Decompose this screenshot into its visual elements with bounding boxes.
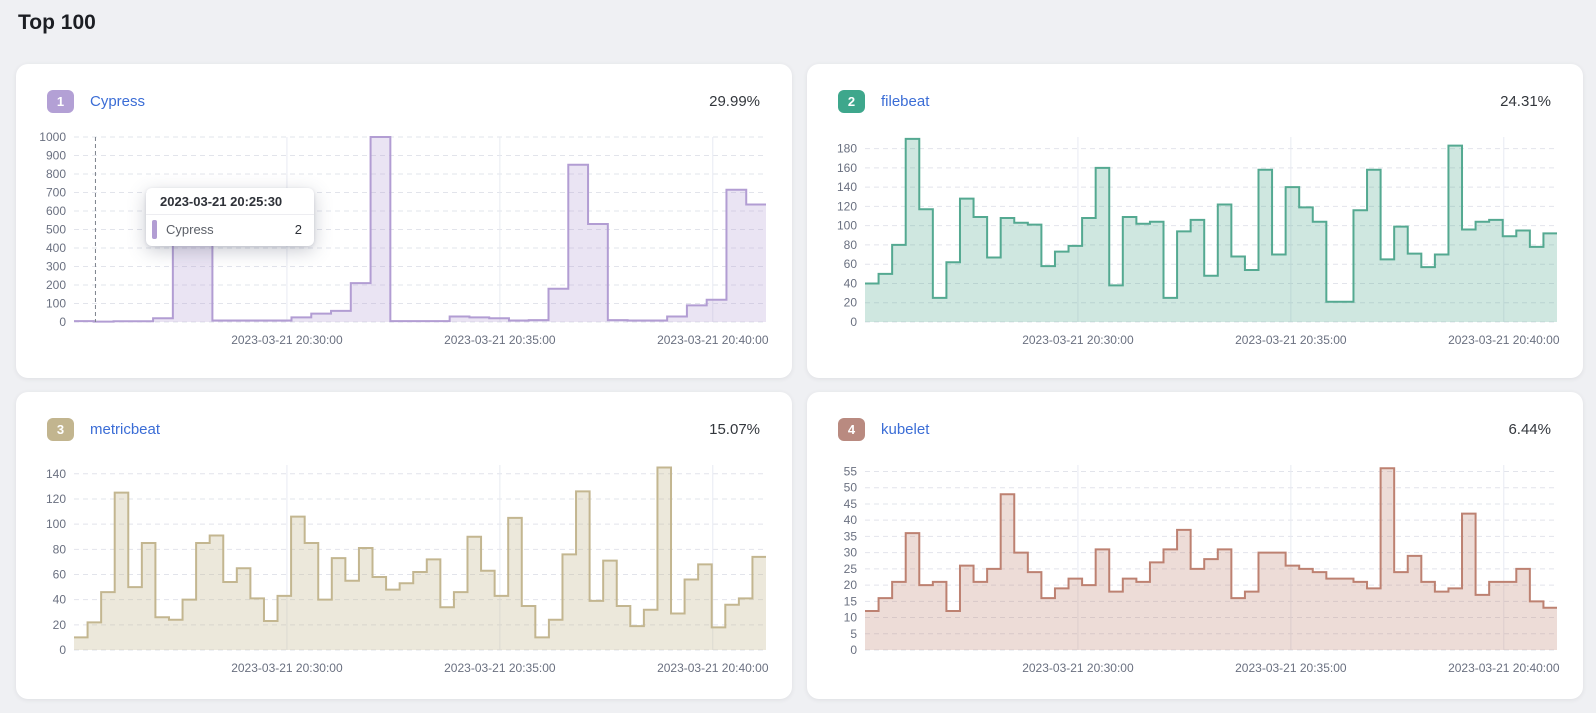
y-axis-tick-label: 50 bbox=[844, 481, 858, 495]
y-axis-tick-label: 40 bbox=[844, 276, 858, 290]
chart-area-fill bbox=[865, 138, 1557, 322]
y-axis-tick-label: 40 bbox=[844, 513, 858, 527]
chart-panel-filebeat: 2 filebeat 24.31% 0 20 40 60 80 100 120 140 160 1… bbox=[807, 64, 1583, 378]
x-axis-tick-label: 2023-03-21 20:30:00 bbox=[1022, 333, 1134, 347]
rank-badge: 2 bbox=[838, 90, 865, 113]
y-axis-tick-label: 200 bbox=[46, 278, 66, 292]
tooltip-timestamp: 2023-03-21 20:25:30 bbox=[146, 188, 314, 215]
y-axis-tick-label: 35 bbox=[844, 529, 858, 543]
series-link-filebeat[interactable]: filebeat bbox=[881, 93, 930, 110]
y-axis-tick-label: 100 bbox=[46, 517, 66, 531]
y-axis-tick-label: 20 bbox=[844, 578, 858, 592]
y-axis-tick-label: 0 bbox=[59, 643, 66, 657]
percent-value: 24.31% bbox=[1500, 93, 1551, 110]
y-axis-tick-label: 120 bbox=[837, 199, 857, 213]
rank-badge: 4 bbox=[838, 418, 865, 441]
y-axis-tick-label: 0 bbox=[850, 643, 857, 657]
step-area-chart-filebeat[interactable]: 0 20 40 60 80 100 120 140 160 180 2023-03-21 20:30… bbox=[819, 127, 1561, 350]
step-area-chart-metricbeat[interactable]: 0 20 40 60 80 100 120 140 2023-03-21 20:30:00 202… bbox=[28, 455, 770, 678]
chart-panel-metricbeat: 3 metricbeat 15.07% 0 20 40 60 80 100 120 140 20… bbox=[16, 392, 792, 699]
step-area-chart-kubelet[interactable]: 0 5 10 15 20 25 30 35 40 45 50 55 2023-03-21 20:30:0… bbox=[819, 455, 1561, 678]
x-axis-tick-label: 2023-03-21 20:30:00 bbox=[231, 661, 343, 675]
series-link-kubelet[interactable]: kubelet bbox=[881, 421, 930, 438]
chart-tooltip: 2023-03-21 20:25:30 Cypress 2 bbox=[146, 188, 314, 246]
panel-header: 1 Cypress 29.99% bbox=[47, 90, 760, 113]
rank-badge: 3 bbox=[47, 418, 74, 441]
y-axis-tick-label: 100 bbox=[46, 297, 66, 311]
y-axis-tick-label: 10 bbox=[844, 611, 858, 625]
y-axis-tick-label: 80 bbox=[53, 542, 67, 556]
tooltip-row: Cypress 2 bbox=[146, 215, 314, 246]
x-axis-tick-label: 2023-03-21 20:40:00 bbox=[1448, 333, 1560, 347]
tooltip-series-value: 2 bbox=[294, 222, 302, 237]
y-axis-tick-label: 800 bbox=[46, 167, 66, 181]
percent-value: 15.07% bbox=[709, 421, 760, 438]
y-axis-tick-label: 25 bbox=[844, 562, 858, 576]
y-axis-tick-label: 20 bbox=[53, 618, 67, 632]
y-axis-tick-label: 0 bbox=[850, 315, 857, 329]
tooltip-series-accent bbox=[152, 220, 157, 239]
y-axis-tick-label: 55 bbox=[844, 464, 858, 478]
y-axis-tick-label: 600 bbox=[46, 204, 66, 218]
y-axis-tick-label: 300 bbox=[46, 260, 66, 274]
y-axis-tick-label: 0 bbox=[59, 315, 66, 329]
x-axis-tick-label: 2023-03-21 20:35:00 bbox=[444, 333, 556, 347]
y-axis-tick-label: 45 bbox=[844, 497, 858, 511]
x-axis-tick-label: 2023-03-21 20:40:00 bbox=[1448, 661, 1560, 675]
y-axis-tick-label: 900 bbox=[46, 149, 66, 163]
x-axis-tick-label: 2023-03-21 20:35:00 bbox=[444, 661, 556, 675]
chart-area-fill bbox=[865, 468, 1557, 650]
panel-header: 3 metricbeat 15.07% bbox=[47, 418, 760, 441]
y-axis-tick-label: 30 bbox=[844, 546, 858, 560]
y-axis-tick-label: 1000 bbox=[39, 130, 66, 144]
y-axis-tick-label: 40 bbox=[53, 593, 67, 607]
y-axis-tick-label: 100 bbox=[837, 219, 857, 233]
y-axis-tick-label: 140 bbox=[46, 467, 66, 481]
x-axis-tick-label: 2023-03-21 20:40:00 bbox=[657, 333, 769, 347]
percent-value: 29.99% bbox=[709, 93, 760, 110]
step-area-chart-cypress[interactable]: 0 100 200 300 400 500 600 700 800 900 1000 2023-03-… bbox=[28, 127, 770, 350]
tooltip-series-label: Cypress bbox=[166, 222, 214, 237]
x-axis-tick-label: 2023-03-21 20:40:00 bbox=[657, 661, 769, 675]
series-link-metricbeat[interactable]: metricbeat bbox=[90, 421, 161, 438]
y-axis-tick-label: 140 bbox=[837, 180, 857, 194]
x-axis-tick-label: 2023-03-21 20:35:00 bbox=[1235, 661, 1347, 675]
y-axis-tick-label: 500 bbox=[46, 223, 66, 237]
series-link-cypress[interactable]: Cypress bbox=[90, 93, 146, 110]
y-axis-tick-label: 180 bbox=[837, 142, 857, 156]
panel-header: 4 kubelet 6.44% bbox=[838, 418, 1551, 441]
chart-step-line bbox=[865, 467, 1557, 613]
x-axis-tick-label: 2023-03-21 20:35:00 bbox=[1235, 333, 1347, 347]
percent-value: 6.44% bbox=[1508, 421, 1551, 438]
chart-panel-kubelet: 4 kubelet 6.44% 0 5 10 15 20 25 30 35 40 45 50 55 20… bbox=[807, 392, 1583, 699]
y-axis-tick-label: 5 bbox=[850, 627, 857, 641]
chart-panel-cypress: 1 Cypress 29.99% 0 100 200 300 400 500 600 700 8… bbox=[16, 64, 792, 378]
panel-header: 2 filebeat 24.31% bbox=[838, 90, 1551, 113]
chart-area-fill bbox=[74, 137, 766, 322]
panel-grid: 1 Cypress 29.99% 0 100 200 300 400 500 600 700 8… bbox=[16, 64, 1583, 699]
y-axis-tick-label: 80 bbox=[844, 238, 858, 252]
chart-area-fill bbox=[74, 467, 766, 650]
y-axis-tick-label: 60 bbox=[844, 257, 858, 271]
page-title: Top 100 bbox=[18, 11, 96, 34]
x-axis-tick-label: 2023-03-21 20:30:00 bbox=[1022, 661, 1134, 675]
y-axis-tick-label: 15 bbox=[844, 594, 858, 608]
chart-step-line bbox=[865, 137, 1557, 303]
y-axis-tick-label: 120 bbox=[46, 492, 66, 506]
y-axis-tick-label: 160 bbox=[837, 161, 857, 175]
y-axis-tick-label: 60 bbox=[53, 567, 67, 581]
rank-badge: 1 bbox=[47, 90, 74, 113]
y-axis-tick-label: 700 bbox=[46, 186, 66, 200]
y-axis-tick-label: 20 bbox=[844, 296, 858, 310]
x-axis-tick-label: 2023-03-21 20:30:00 bbox=[231, 333, 343, 347]
chart-step-line bbox=[74, 466, 766, 639]
y-axis-tick-label: 400 bbox=[46, 241, 66, 255]
